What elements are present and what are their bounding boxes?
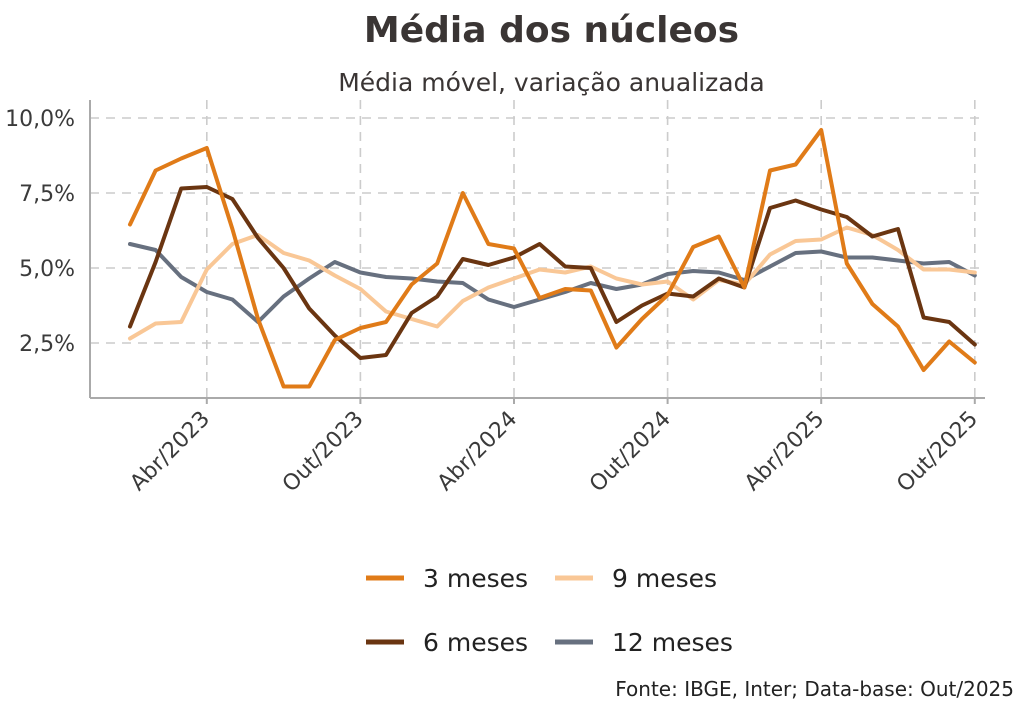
chart-title: Média dos núcleos bbox=[363, 10, 740, 51]
series-line-6-meses bbox=[128, 185, 977, 360]
series-line-9-meses bbox=[128, 225, 977, 341]
series-lines bbox=[128, 128, 977, 389]
x-tick-label: Abr/2023 bbox=[126, 407, 215, 496]
chart-subtitle: Média móvel, variação anualizada bbox=[338, 68, 765, 97]
y-tick-label: 2,5% bbox=[19, 332, 75, 357]
legend-label: 9 meses bbox=[612, 564, 717, 593]
y-tick-label: 7,5% bbox=[19, 182, 75, 207]
legend-label: 3 meses bbox=[423, 564, 528, 593]
legend-label: 12 meses bbox=[612, 628, 733, 657]
legend: 3 meses 9 meses 6 meses 12 meses bbox=[366, 564, 733, 657]
x-tick-label: Out/2025 bbox=[892, 407, 983, 498]
y-tick-label: 10,0% bbox=[5, 107, 75, 132]
source-note: Fonte: IBGE, Inter; Data-base: Out/2025 bbox=[615, 677, 1014, 701]
legend-label: 6 meses bbox=[423, 628, 528, 657]
x-tick-label: Out/2023 bbox=[278, 407, 369, 498]
x-tick-label: Out/2024 bbox=[585, 407, 676, 498]
y-tick-label: 5,0% bbox=[19, 257, 75, 282]
series-line-3-meses bbox=[128, 128, 977, 389]
axes: 2,5% 5,0% 7,5% 10,0% Abr/2023 Out/2023 Abr/202… bbox=[5, 100, 985, 497]
x-tick-label: Abr/2024 bbox=[433, 407, 522, 496]
grid bbox=[90, 100, 985, 398]
series-line-12-meses bbox=[128, 242, 977, 324]
x-tick-label: Abr/2025 bbox=[740, 407, 829, 496]
